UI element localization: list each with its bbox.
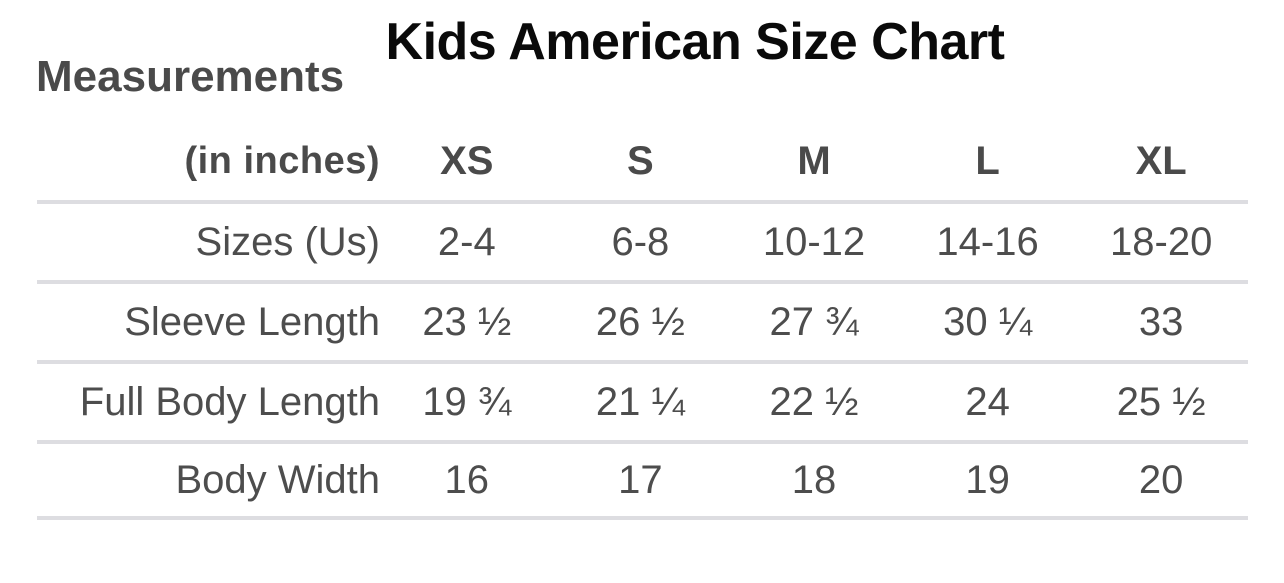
measurements-label: Measurements [36,52,345,101]
column-header-l: L [975,138,1000,183]
page-title: Kids American Size Chart [385,13,1005,71]
table-cell: 19 ¾ [422,379,512,424]
table-cell: 25 ½ [1116,379,1206,424]
column-header-xs: XS [440,138,494,183]
row-label: Sleeve Length [124,299,380,344]
table-cell: 14-16 [936,219,1039,264]
column-header-s: S [627,138,654,183]
table-cell: 2-4 [437,219,496,264]
row-label: Body Width [175,457,380,502]
column-header-m: M [797,138,831,183]
row-label: Full Body Length [79,379,380,424]
table-cell: 20 [1138,457,1184,502]
column-header-xl: XL [1135,138,1187,183]
table-cell: 16 [444,457,490,502]
table-cell: 27 ¾ [769,299,859,344]
table-cell: 17 [618,457,663,502]
table-cell: 18-20 [1110,219,1213,264]
table-row-sizes: Sizes (Us) 2-4 6-8 10-12 14-16 18-20 [37,200,1248,280]
size-table: Sizes (Us) 2-4 6-8 10-12 14-16 18-20 Sle… [37,200,1248,520]
table-cell: 26 ½ [595,299,685,344]
table-cell: 30 ¼ [943,299,1033,344]
row-label: Sizes (Us) [195,219,380,264]
table-cell: 22 ½ [769,379,859,424]
table-row-full-body-length: Full Body Length 19 ¾ 21 ¼ 22 ½ 24 25 ½ [37,360,1248,440]
table-row-body-width: Body Width 16 17 18 19 20 [37,440,1248,520]
table-cell: 6-8 [611,219,670,264]
table-cell: 19 [965,457,1010,502]
table-cell: 24 [965,379,1010,424]
table-cell: 18 [791,457,837,502]
table-row-sleeve-length: Sleeve Length 23 ½ 26 ½ 27 ¾ 30 ¼ 33 [37,280,1248,360]
table-header-row: (in inches) XS S M L XL [37,128,1248,194]
unit-label: (in inches) [184,139,380,182]
table-cell: 21 ¼ [595,379,685,424]
table-cell: 23 ½ [422,299,512,344]
table-cell: 10-12 [762,219,866,264]
column-headers: XS S M L XL [380,139,1248,184]
table-cell: 33 [1138,299,1184,344]
